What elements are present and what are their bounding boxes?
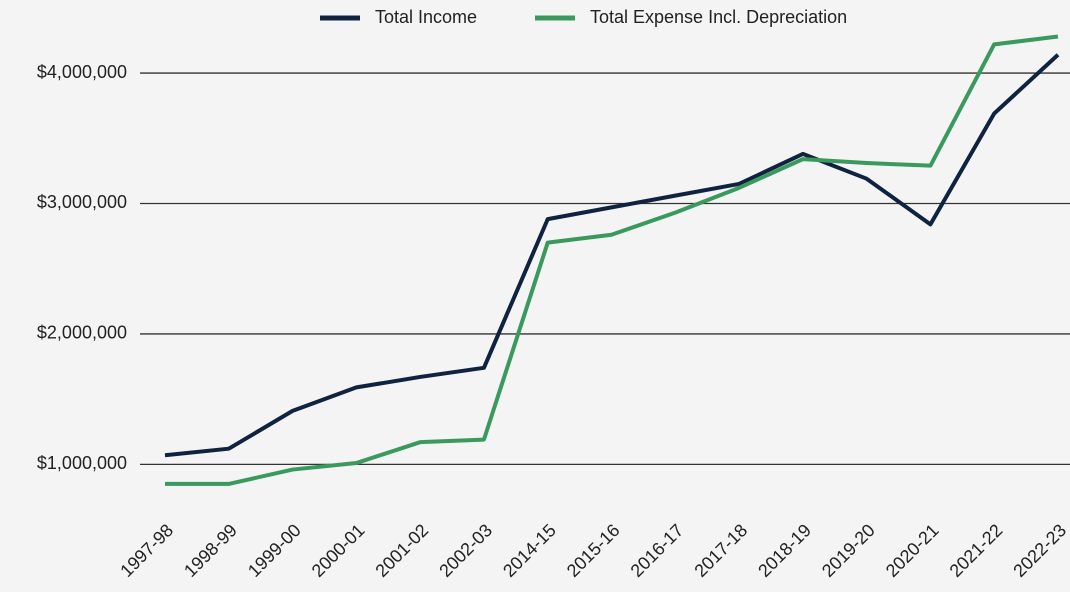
- legend-label: Total Expense Incl. Depreciation: [590, 7, 847, 27]
- legend-label: Total Income: [375, 7, 477, 27]
- y-tick-label: $3,000,000: [37, 192, 127, 212]
- line-series: [165, 34, 1059, 486]
- line-series: [164, 53, 1060, 458]
- y-tick-label: $1,000,000: [37, 453, 127, 473]
- y-tick-label: $4,000,000: [37, 62, 127, 82]
- y-tick-label: $2,000,000: [37, 323, 127, 343]
